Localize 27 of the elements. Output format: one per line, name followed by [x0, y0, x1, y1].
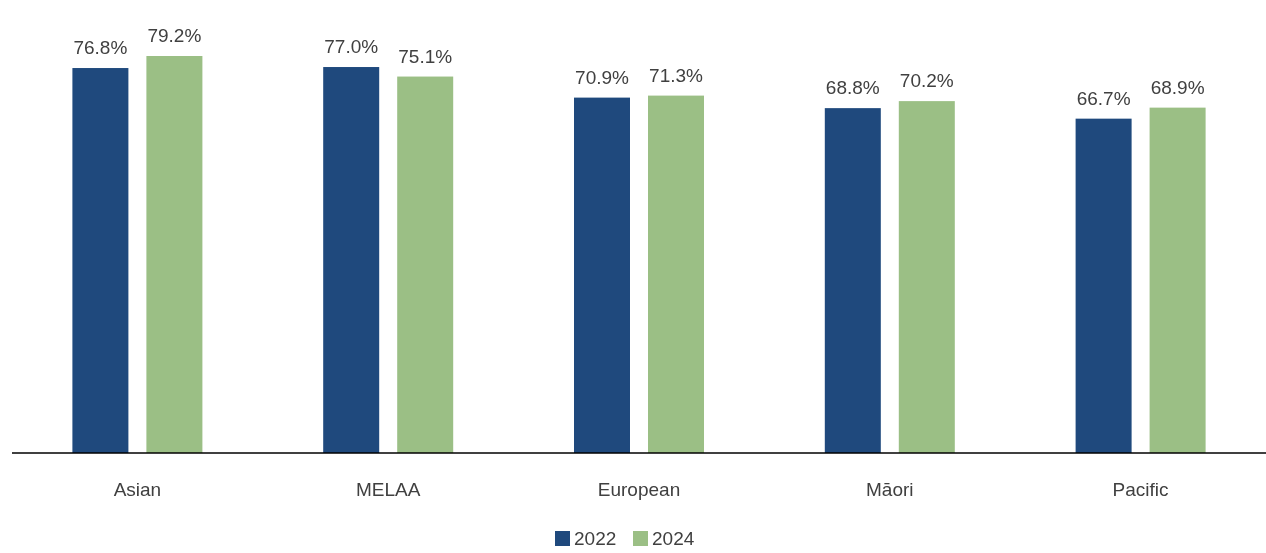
data-label: 77.0% — [324, 36, 379, 58]
x-tick-label: Māori — [866, 479, 914, 500]
data-label: 68.9% — [1150, 76, 1205, 98]
bar — [397, 76, 454, 453]
x-tick-label: Asian — [113, 479, 162, 500]
bar — [898, 101, 955, 453]
data-label: 70.2% — [899, 70, 954, 92]
bar — [1149, 107, 1206, 453]
legend-label: 2024 — [652, 528, 695, 549]
x-tick-label: Pacific — [1112, 479, 1169, 500]
data-label: 70.9% — [575, 66, 630, 88]
x-tick-label: European — [597, 479, 681, 500]
data-label: 79.2% — [147, 25, 202, 46]
data-label: 71.3% — [649, 64, 704, 86]
data-label: 75.1% — [398, 45, 453, 67]
x-tick-label: MELAA — [355, 479, 421, 500]
data-label: 68.8% — [825, 77, 880, 99]
bar — [824, 108, 881, 453]
bar — [323, 67, 380, 453]
bar — [72, 68, 129, 453]
bar — [648, 95, 704, 453]
bar — [1075, 118, 1132, 453]
bar — [146, 56, 203, 453]
data-label: 66.7% — [1076, 87, 1131, 109]
data-label: 76.8% — [73, 37, 128, 59]
bar — [574, 97, 630, 453]
legend-label: 2022 — [574, 528, 617, 549]
